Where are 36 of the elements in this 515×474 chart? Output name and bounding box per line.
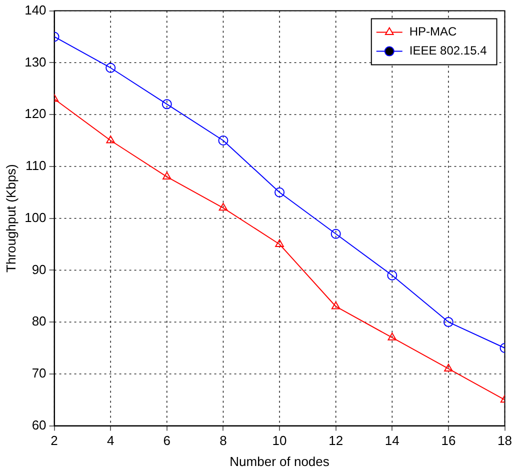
- point: [106, 135, 115, 144]
- legend-label: HP-MAC: [409, 24, 458, 39]
- legend-label: IEEE 802.15.4: [409, 44, 488, 58]
- x-tick-label: 12: [328, 433, 344, 448]
- point: [162, 172, 172, 180]
- point: [330, 228, 341, 239]
- y-tick-label: 110: [26, 158, 46, 174]
- point: [218, 135, 228, 146]
- point: [218, 202, 228, 211]
- point: [388, 332, 397, 340]
- x-tick-label: 10: [272, 433, 287, 448]
- y-tick-label: 140: [24, 2, 46, 18]
- y-tick-label: 60: [32, 417, 46, 432]
- y-tick-label: 130: [24, 54, 46, 70]
- x-tick-label: 8: [220, 433, 227, 448]
- x-tick-label: 6: [163, 433, 171, 448]
- point: [331, 301, 340, 310]
- y-tick-label: 80: [32, 314, 46, 329]
- y-tick-label: 100: [24, 210, 46, 225]
- point: [275, 239, 284, 247]
- y-tick-label: 70: [32, 366, 46, 381]
- point: [274, 187, 285, 198]
- x-tick-label: 2: [50, 433, 58, 448]
- y-tick-label: 120: [24, 106, 46, 122]
- x-tick-label: 4: [106, 433, 114, 448]
- point: [443, 317, 454, 328]
- point: [387, 270, 398, 280]
- y-tick-label: 90: [32, 262, 46, 277]
- y-axis-title: Throughput (Kbps): [3, 164, 18, 273]
- point: [106, 62, 116, 73]
- x-tick-label: 16: [441, 433, 456, 448]
- x-tick-label: 14: [384, 433, 400, 448]
- x-tick-label: 18: [498, 433, 512, 448]
- point: [444, 364, 453, 372]
- point: [162, 99, 172, 110]
- x-axis-title: Number of nodes: [230, 454, 330, 469]
